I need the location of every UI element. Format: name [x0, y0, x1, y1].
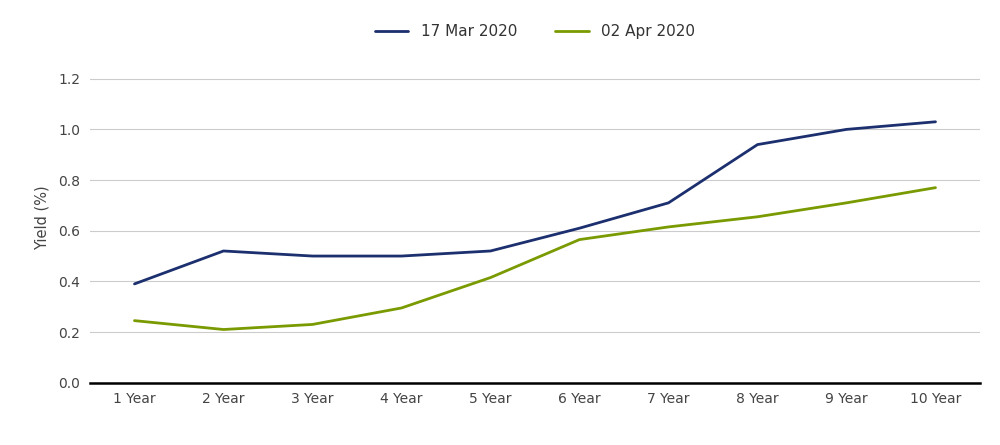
02 Apr 2020 — [484, 275, 496, 280]
02 Apr 2020 — [218, 327, 230, 332]
02 Apr 2020 — [128, 318, 140, 324]
17 Mar 2020 — [662, 200, 674, 206]
17 Mar 2020 — [574, 226, 586, 231]
17 Mar 2020 — [128, 281, 140, 287]
02 Apr 2020 — [306, 322, 318, 327]
Legend: 17 Mar 2020, 02 Apr 2020: 17 Mar 2020, 02 Apr 2020 — [375, 24, 695, 39]
17 Mar 2020 — [840, 127, 852, 132]
Y-axis label: Yield (%): Yield (%) — [35, 186, 50, 251]
17 Mar 2020 — [396, 253, 408, 259]
17 Mar 2020 — [752, 142, 764, 147]
17 Mar 2020 — [484, 248, 496, 254]
Line: 02 Apr 2020: 02 Apr 2020 — [134, 188, 936, 329]
17 Mar 2020 — [306, 253, 318, 259]
02 Apr 2020 — [752, 214, 764, 219]
02 Apr 2020 — [930, 185, 942, 190]
02 Apr 2020 — [840, 200, 852, 206]
17 Mar 2020 — [930, 119, 942, 125]
02 Apr 2020 — [662, 224, 674, 230]
Line: 17 Mar 2020: 17 Mar 2020 — [134, 122, 936, 284]
02 Apr 2020 — [396, 305, 408, 311]
02 Apr 2020 — [574, 237, 586, 242]
17 Mar 2020 — [218, 248, 230, 254]
